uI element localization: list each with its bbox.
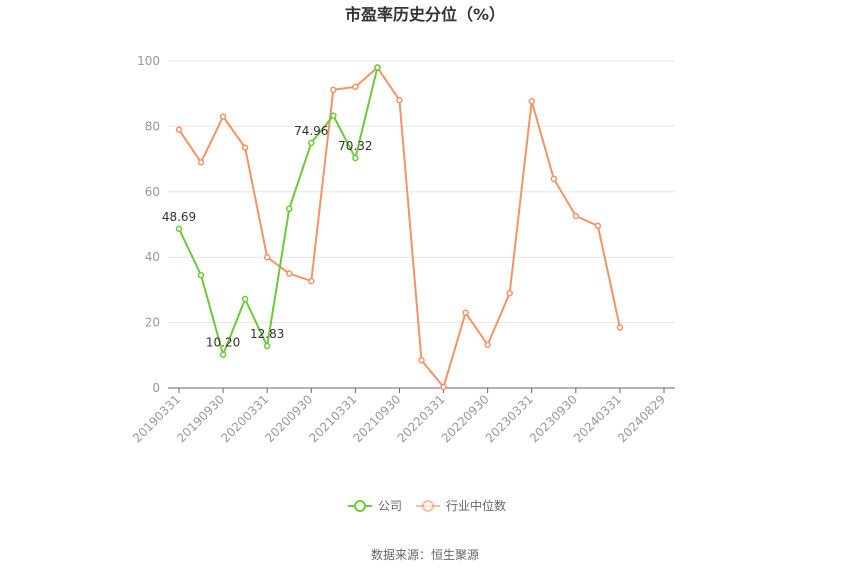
legend-marker xyxy=(354,500,366,512)
series-lines xyxy=(178,66,621,389)
data-label: 10.20 xyxy=(206,336,240,350)
legend-label: 行业中位数 xyxy=(446,498,506,513)
series-point-1 xyxy=(263,253,271,261)
source-note: 数据来源：恒生聚源 xyxy=(371,547,479,562)
legend[interactable]: 公司 行业中位数 xyxy=(348,498,506,513)
series-point-1 xyxy=(352,83,359,91)
series-point-1 xyxy=(285,270,293,277)
series-line-0 xyxy=(178,67,379,356)
chart-title: 市盈率历史分位（%） xyxy=(345,5,505,24)
series-point-0 xyxy=(330,112,337,119)
legend-item-1[interactable]: 行业中位数 xyxy=(416,498,506,513)
y-axis: 0 20 40 60 80 100 xyxy=(137,54,160,395)
legend-label: 公司 xyxy=(378,499,402,513)
series-point-0 xyxy=(374,64,381,71)
data-label: 12.83 xyxy=(250,327,284,341)
y-tick-label: 0 xyxy=(152,381,160,395)
series-point-1 xyxy=(219,113,227,120)
series-line-1 xyxy=(178,66,621,389)
y-tick-label: 20 xyxy=(145,316,160,330)
series-point-0 xyxy=(219,351,227,358)
series-point-1 xyxy=(594,222,602,230)
series-point-0 xyxy=(308,139,315,147)
series-point-1 xyxy=(330,86,337,94)
legend-item-0[interactable]: 公司 xyxy=(348,499,402,513)
series-point-1 xyxy=(616,324,624,331)
series-point-0 xyxy=(197,271,205,279)
series-point-0 xyxy=(352,154,359,162)
series-point-1 xyxy=(528,97,535,105)
series-point-1 xyxy=(197,159,205,166)
series-points xyxy=(175,64,624,391)
series-point-1 xyxy=(418,356,425,364)
y-tick-label: 40 xyxy=(145,250,160,264)
y-tick-label: 100 xyxy=(137,54,160,68)
series-point-1 xyxy=(175,126,183,133)
series-point-1 xyxy=(572,212,580,220)
data-label: 70.32 xyxy=(338,139,372,153)
legend-marker xyxy=(422,500,434,512)
series-point-1 xyxy=(550,175,558,182)
series-point-0 xyxy=(241,295,249,303)
series-point-0 xyxy=(175,225,183,233)
series-point-1 xyxy=(506,289,513,297)
series-point-1 xyxy=(484,341,491,349)
data-labels: 48.69 10.20 12.83 74.96 70.32 xyxy=(162,124,373,350)
x-tick-label: 20240829 xyxy=(615,392,668,445)
series-point-1 xyxy=(396,96,403,104)
series-point-0 xyxy=(285,205,293,213)
data-label: 74.96 xyxy=(294,124,328,138)
series-point-1 xyxy=(440,383,447,391)
data-label: 48.69 xyxy=(162,210,196,224)
series-point-1 xyxy=(241,144,249,151)
series-point-0 xyxy=(263,342,271,350)
gridlines xyxy=(168,60,675,324)
y-tick-label: 80 xyxy=(145,119,160,133)
y-tick-label: 60 xyxy=(145,185,160,199)
series-point-1 xyxy=(462,309,469,317)
x-axis: 2019033120190930202003312020093020210331… xyxy=(130,387,675,445)
series-point-1 xyxy=(308,277,315,285)
